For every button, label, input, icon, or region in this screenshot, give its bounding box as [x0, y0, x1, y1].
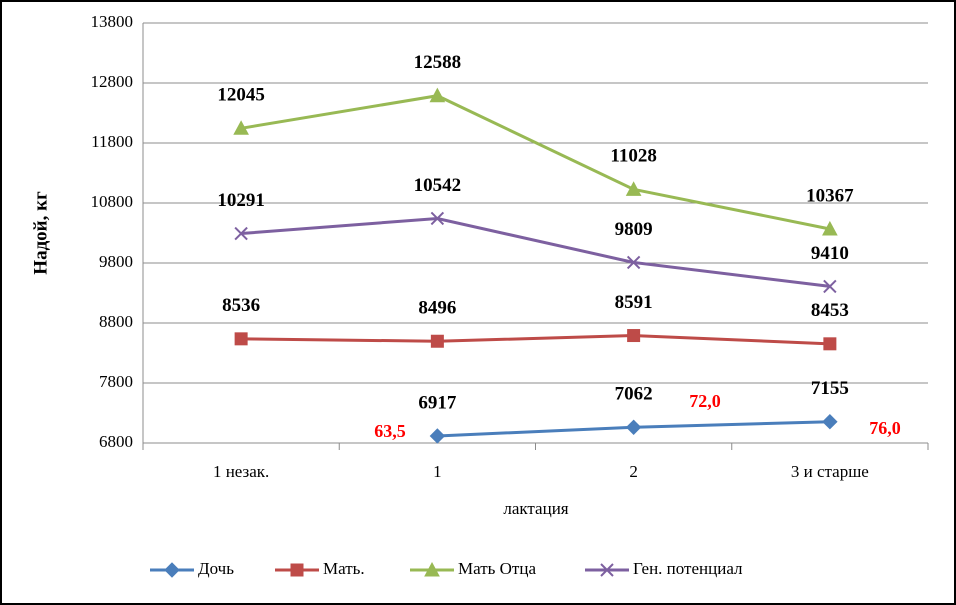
data-label: 11028 — [610, 146, 656, 167]
annotation: 76,0 — [869, 418, 901, 438]
series-line — [241, 334, 830, 346]
series-line — [240, 94, 831, 231]
y-tick-label: 11800 — [91, 132, 133, 151]
marker — [823, 279, 837, 294]
legend-label: Дочь — [198, 559, 234, 578]
y-tick-label: 6800 — [99, 432, 133, 451]
marker — [430, 211, 445, 226]
data-label: 8453 — [811, 300, 849, 321]
marker — [233, 120, 249, 135]
y-tick-label: 8800 — [99, 312, 133, 331]
marker — [627, 329, 641, 343]
data-label: 9410 — [811, 243, 849, 264]
marker — [430, 334, 444, 348]
marker — [164, 562, 180, 578]
marker — [625, 181, 642, 196]
marker — [625, 419, 642, 435]
data-label: 9809 — [615, 219, 653, 240]
x-tick-label: 1 незак. — [213, 462, 269, 481]
marker — [234, 226, 248, 241]
legend-label: Мать Отца — [458, 559, 536, 578]
annotation: 63,5 — [374, 421, 406, 441]
marker — [822, 220, 838, 236]
annotation: 72,0 — [689, 391, 721, 411]
marker — [234, 332, 248, 346]
data-label: 10291 — [217, 190, 265, 211]
x-tick-label: 3 и старше — [791, 462, 869, 481]
y-tick-label: 7800 — [99, 372, 133, 391]
data-label: 8496 — [418, 298, 456, 319]
data-label: 10542 — [414, 175, 462, 196]
data-label: 8591 — [615, 292, 653, 313]
marker — [823, 337, 837, 351]
legend-label: Мать. — [323, 559, 365, 578]
data-label: 6917 — [418, 392, 457, 413]
y-tick-label: 9800 — [99, 252, 133, 271]
x-tick-label: 2 — [629, 462, 638, 481]
marker — [429, 87, 446, 103]
data-label: 7062 — [615, 384, 653, 405]
marker — [626, 255, 641, 270]
y-axis-title: Надой, кг — [30, 191, 51, 275]
data-label: 12045 — [217, 85, 265, 106]
marker — [429, 428, 446, 444]
marker — [290, 563, 304, 577]
y-tick-label: 10800 — [91, 192, 134, 211]
x-tick-label: 1 — [433, 462, 442, 481]
marker — [822, 413, 838, 430]
marker — [600, 563, 614, 577]
data-label: 12588 — [414, 52, 462, 73]
data-label: 10367 — [806, 185, 854, 206]
x-axis-title: лактация — [503, 499, 568, 518]
legend-label: Ген. потенциал — [633, 559, 743, 578]
y-tick-label: 12800 — [91, 72, 134, 91]
y-tick-label: 13800 — [91, 12, 134, 31]
data-label: 7155 — [811, 378, 849, 399]
marker — [424, 561, 440, 577]
series-line — [241, 216, 831, 288]
data-label: 8536 — [222, 295, 260, 316]
